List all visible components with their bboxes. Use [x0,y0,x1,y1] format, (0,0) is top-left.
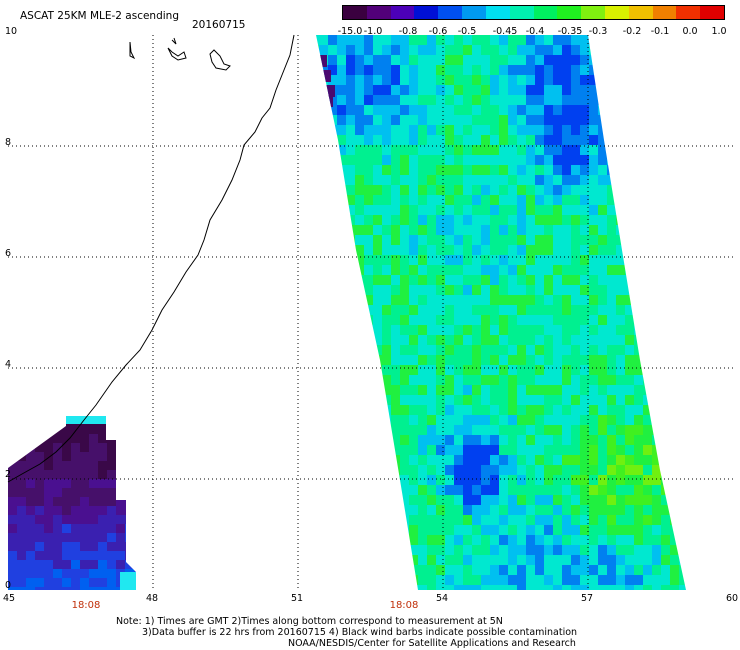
colorbar-label: -0.45 [492,26,518,37]
x-tick-label: 54 [436,593,449,604]
colorbar-segment [462,6,486,19]
colorbar-segment [509,6,534,19]
colorbar-label: -1.0 [363,26,383,37]
colorbar-segment [366,6,391,19]
y-tick-label: 8 [5,137,12,148]
colorbar-label: -0.5 [457,26,477,37]
colorbar-segment [438,6,463,19]
time-label-west: 18:08 [71,600,101,611]
colorbar-label: -0.1 [650,26,670,37]
colorbar-segment [581,6,605,19]
coastline [7,34,295,483]
x-tick-label: 48 [146,593,159,604]
colorbar-segment [604,6,629,19]
map-title: ASCAT 25KM MLE-2 ascending [20,10,179,22]
colorbar-label: -0.3 [588,26,608,37]
islands [129,37,231,71]
note-line-2: 3)Data buffer is 22 hrs from 20160715 4)… [142,627,578,638]
colorbar-label: -0.6 [428,26,448,37]
colorbar-segment [343,6,367,19]
time-label-east: 18:08 [389,600,419,611]
colorbar-label: -15.0 [337,26,363,37]
colorbar-segment [700,6,724,19]
colorbar-segment [557,6,582,19]
colorbar-segment [390,6,415,19]
x-tick-label: 57 [581,593,594,604]
colorbar-label: -0.2 [622,26,642,37]
note-line-3: NOAA/NESDIS/Center for Satellite Applica… [288,638,576,649]
note-line-1: Note: 1) Times are GMT 2)Times along bot… [116,616,503,627]
colorbar-segment [652,6,677,19]
colorbar-label: -0.35 [557,26,583,37]
y-tick-label: 6 [5,248,12,259]
y-tick-label: 10 [5,26,18,37]
colorbar-segment [628,6,653,19]
grid [8,35,733,590]
x-tick-label: 51 [291,593,304,604]
colorbar-label: -0.8 [398,26,418,37]
colorbar-label: -0.4 [525,26,545,37]
colorbar-segment [533,6,558,19]
colorbar-label: 0.0 [682,26,698,37]
colorbar-segment [676,6,701,19]
colorbar-segment [414,6,439,19]
colorbar [342,5,725,20]
map-date: 20160715 [192,19,246,31]
colorbar-segment [485,6,510,19]
y-tick-label: 2 [5,469,12,480]
x-tick-label: 60 [726,593,739,604]
y-tick-label: 0 [5,580,12,591]
colorbar-labels: -15.0 -1.0 -0.8 -0.6 -0.5 -0.45 -0.4 -0.… [0,26,740,38]
swath-east [316,35,686,590]
swath-west [8,416,136,590]
x-tick-label: 45 [3,593,16,604]
colorbar-label: 1.0 [711,26,727,37]
y-tick-label: 4 [5,359,12,370]
